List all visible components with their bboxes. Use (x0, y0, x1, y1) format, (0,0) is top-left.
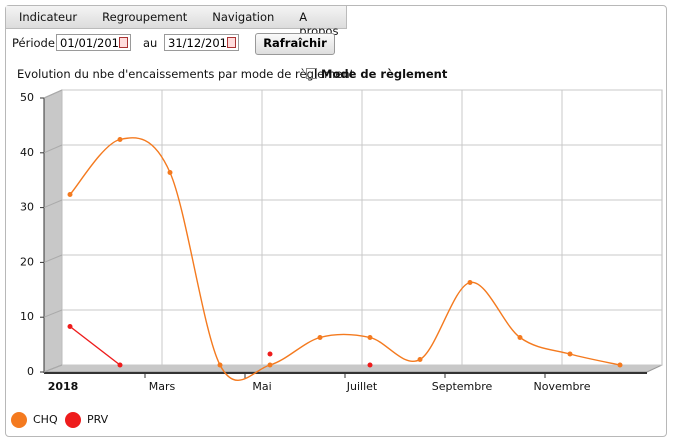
chart-title: Evolution du nbe d'encaissements par mod… (17, 67, 355, 81)
grouping-link[interactable]: Mode de règlement (306, 67, 447, 81)
legend-marker (11, 412, 27, 428)
x-tick-label: Novembre (534, 380, 591, 393)
point (267, 362, 273, 368)
point (467, 280, 473, 285)
period-label: Période (12, 36, 55, 50)
start-date-input[interactable]: 01/01/2018 (56, 34, 131, 51)
point (267, 351, 273, 357)
menu-item[interactable]: Indicateur (19, 10, 78, 24)
point (217, 362, 223, 368)
point (117, 362, 123, 368)
legend-label: PRV (87, 413, 109, 426)
point (167, 170, 173, 175)
y-tick-label: 10 (20, 310, 34, 323)
grid-line (43, 254, 63, 263)
x-tick-label: Mars (149, 380, 176, 393)
point (517, 335, 523, 340)
y-tick-label: 0 (27, 365, 34, 378)
y-tick-label: 20 (20, 255, 34, 268)
start-date: 01/01/2018 (60, 36, 127, 50)
link-icon (306, 68, 317, 79)
legend-marker (65, 412, 81, 428)
calendar-icon[interactable] (119, 37, 128, 48)
y-tick-label: 40 (20, 146, 34, 159)
menu-item[interactable]: Navigation (212, 10, 275, 24)
point (617, 362, 623, 368)
grid-line (43, 309, 63, 318)
x-tick-label: 2018 (48, 380, 79, 393)
point (67, 324, 73, 329)
end-date: 31/12/2018 (168, 36, 235, 50)
point (567, 351, 573, 357)
floor (43, 364, 663, 373)
left-wall (43, 89, 63, 373)
refresh-button[interactable]: Rafraîchir (255, 33, 335, 55)
to-label: au (143, 36, 158, 50)
x-tick-label: Juillet (346, 380, 378, 393)
point (367, 335, 373, 340)
y-tick-label: 50 (20, 91, 34, 104)
grid-line (43, 364, 63, 373)
menu-item[interactable]: Regroupement (102, 10, 188, 24)
x-tick-label: Septembre (432, 380, 493, 393)
grouping-link-text[interactable]: Mode de règlement (321, 67, 448, 81)
calendar-icon[interactable] (227, 37, 236, 48)
x-tick-label: Mai (252, 380, 271, 393)
y-tick-label: 30 (20, 201, 34, 214)
grid-line (43, 89, 63, 99)
point (117, 137, 123, 142)
series-line (69, 325, 121, 366)
legend-label: CHQ (33, 413, 58, 426)
grid-line (43, 199, 63, 209)
panel (5, 5, 667, 437)
point (367, 362, 373, 368)
point (317, 335, 323, 340)
end-date-input[interactable]: 31/12/2018 (164, 34, 239, 51)
point (417, 357, 423, 362)
grid-line (43, 144, 63, 154)
point (67, 192, 73, 197)
